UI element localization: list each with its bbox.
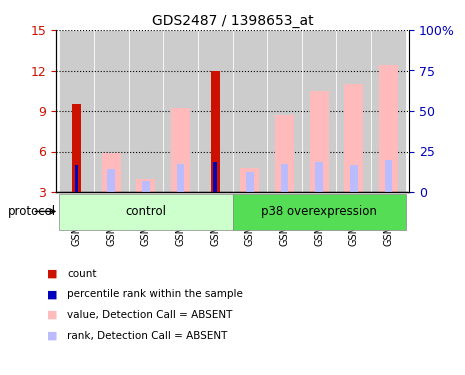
Text: control: control <box>126 205 166 218</box>
Bar <box>275 115 294 192</box>
Text: ■: ■ <box>46 269 57 279</box>
Bar <box>198 30 232 192</box>
Text: ■: ■ <box>46 310 57 320</box>
Text: value, Detection Call = ABSENT: value, Detection Call = ABSENT <box>67 310 233 320</box>
Bar <box>385 160 392 192</box>
Bar <box>371 30 406 192</box>
Bar <box>171 108 190 192</box>
Title: GDS2487 / 1398653_at: GDS2487 / 1398653_at <box>152 13 313 28</box>
Bar <box>302 30 337 192</box>
Bar <box>267 30 302 192</box>
Text: rank, Detection Call = ABSENT: rank, Detection Call = ABSENT <box>67 331 228 340</box>
Bar <box>350 165 358 192</box>
FancyBboxPatch shape <box>232 194 406 231</box>
Bar <box>136 178 155 192</box>
Text: p38 overexpression: p38 overexpression <box>261 205 377 218</box>
Text: ■: ■ <box>46 331 57 340</box>
Bar <box>107 169 115 192</box>
Bar <box>240 168 259 192</box>
Bar <box>142 181 150 192</box>
Bar <box>337 30 371 192</box>
Bar <box>94 30 128 192</box>
Bar <box>75 165 78 192</box>
Bar <box>344 84 363 192</box>
Bar <box>310 91 329 192</box>
Bar <box>102 153 121 192</box>
Bar <box>163 30 198 192</box>
Text: percentile rank within the sample: percentile rank within the sample <box>67 290 243 299</box>
Bar <box>128 30 163 192</box>
Text: protocol: protocol <box>8 205 56 218</box>
FancyBboxPatch shape <box>59 194 232 231</box>
Bar <box>246 172 253 192</box>
Bar <box>59 30 94 192</box>
Text: ■: ■ <box>46 290 57 299</box>
Bar <box>281 164 288 192</box>
Bar <box>213 162 217 192</box>
Bar <box>232 30 267 192</box>
Bar <box>315 162 323 192</box>
Text: count: count <box>67 269 97 279</box>
Bar <box>177 164 184 192</box>
Bar <box>211 70 219 192</box>
Bar <box>72 104 81 192</box>
Bar <box>379 65 398 192</box>
